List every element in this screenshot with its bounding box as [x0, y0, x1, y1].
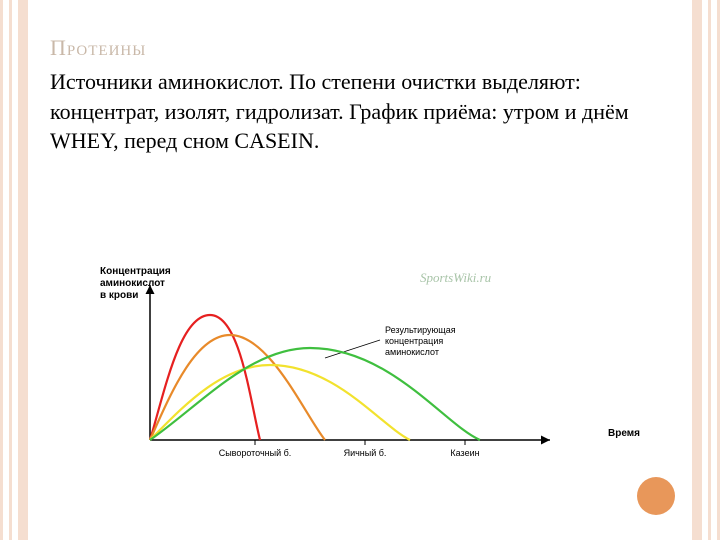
x-tick-label: Яичный б.	[344, 448, 387, 458]
series-orange	[150, 335, 325, 440]
left-stripe-thin-2	[9, 0, 12, 540]
chart-svg	[110, 280, 570, 465]
chart: Концентрацияаминокислотв крови Время Spo…	[110, 280, 610, 480]
right-stripe-thick	[692, 0, 702, 540]
chart-annotation: Результирующаяконцентрацияаминокислот	[385, 325, 456, 357]
series-whey	[150, 315, 260, 440]
series-egg	[150, 365, 410, 440]
x-tick-label: Сывороточный б.	[219, 448, 292, 458]
slide-body: Источники аминокислот. По степени очистк…	[50, 67, 680, 156]
slide-title: Протеины	[50, 35, 680, 61]
watermark: SportsWiki.ru	[420, 270, 491, 286]
left-stripe-thin-1	[0, 0, 3, 540]
left-stripe-thick	[18, 0, 28, 540]
content-block: Протеины Источники аминокислот. По степе…	[50, 35, 680, 156]
circle-decoration	[637, 477, 675, 515]
x-axis-label: Время	[608, 428, 640, 439]
x-tick-label: Казеин	[450, 448, 479, 458]
right-stripe-thin-2	[708, 0, 711, 540]
y-axis-label: Концентрацияаминокислотв крови	[100, 266, 171, 302]
